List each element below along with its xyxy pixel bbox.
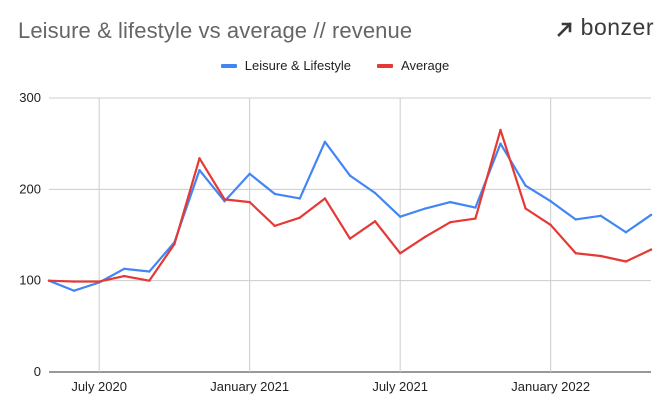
legend-label-leisure: Leisure & Lifestyle <box>244 58 352 73</box>
legend-label-average: Average <box>401 58 450 73</box>
data-point-s1-10 <box>298 216 302 219</box>
y-tick-label-300: 300 <box>19 90 41 105</box>
data-point-s0-8 <box>248 172 251 176</box>
legend-swatch-leisure <box>220 63 237 68</box>
data-point-s1-3 <box>123 274 126 278</box>
y-tick-label-0: 0 <box>34 364 41 379</box>
data-point-s1-7 <box>223 198 226 201</box>
data-point-s0-13 <box>373 191 377 195</box>
data-point-s0-12 <box>348 174 352 177</box>
x-tick-label-2022-01: January 2022 <box>511 379 590 394</box>
data-point-s1-11 <box>323 197 327 200</box>
data-point-s0-7 <box>223 200 226 203</box>
data-point-s0-23 <box>624 231 628 234</box>
data-point-s0-3 <box>123 267 126 270</box>
data-point-s1-21 <box>574 252 577 255</box>
data-point-s0-1 <box>72 289 76 292</box>
data-point-s0-21 <box>574 218 577 221</box>
data-point-s0-14 <box>398 215 402 218</box>
chart-title: Leisure & lifestyle vs average // revenu… <box>18 18 413 43</box>
data-point-s1-19 <box>524 207 527 210</box>
data-point-s1-6 <box>198 157 201 160</box>
data-point-s1-4 <box>148 279 151 282</box>
data-point-s0-16 <box>449 200 452 204</box>
data-point-s0-20 <box>549 200 552 203</box>
data-point-s1-5 <box>173 242 176 246</box>
data-point-s1-9 <box>273 224 276 228</box>
data-point-s1-24 <box>649 248 653 251</box>
data-point-s1-0 <box>47 279 51 282</box>
data-point-s1-22 <box>599 254 603 258</box>
data-point-s0-19 <box>524 184 527 187</box>
data-point-s0-18 <box>499 142 502 145</box>
x-tick-label-2021-01: January 2021 <box>210 379 289 394</box>
x-tick-label-2021-07: July 2021 <box>372 379 428 394</box>
data-point-s1-12 <box>348 237 352 240</box>
data-point-s0-6 <box>198 168 201 172</box>
data-point-s1-1 <box>72 280 76 283</box>
logo-text: bonzer <box>580 14 654 40</box>
data-point-s1-20 <box>549 223 552 227</box>
y-tick-label-100: 100 <box>19 273 41 288</box>
legend-swatch-average <box>377 63 394 68</box>
series-line-0 <box>47 140 653 292</box>
brand-logo: bonzer <box>556 14 654 41</box>
data-point-s1-2 <box>97 280 101 283</box>
data-point-s0-4 <box>148 270 151 273</box>
data-point-s0-24 <box>649 213 653 217</box>
data-point-s1-17 <box>474 217 477 220</box>
data-point-s0-15 <box>424 207 427 210</box>
data-point-s0-9 <box>273 192 276 196</box>
data-point-s1-15 <box>424 235 427 239</box>
data-point-s1-13 <box>373 220 377 223</box>
chart-legend: Leisure & Lifestyle Average <box>0 58 670 73</box>
data-point-s0-11 <box>323 140 327 144</box>
legend-item-leisure: Leisure & Lifestyle <box>220 58 352 73</box>
bonzer-logo-icon <box>556 21 572 37</box>
data-point-s1-16 <box>449 221 452 224</box>
legend-item-average: Average <box>377 58 449 73</box>
data-point-s1-18 <box>499 128 502 132</box>
data-point-s1-14 <box>398 252 402 255</box>
y-tick-label-200: 200 <box>19 181 41 196</box>
data-point-s0-17 <box>474 206 477 209</box>
data-point-s1-23 <box>624 260 628 263</box>
data-point-s0-22 <box>599 214 603 218</box>
data-point-s1-8 <box>248 200 251 204</box>
series-line-1 <box>47 128 653 283</box>
x-tick-label-2020-07: July 2020 <box>71 379 127 394</box>
data-point-s0-10 <box>298 197 302 200</box>
